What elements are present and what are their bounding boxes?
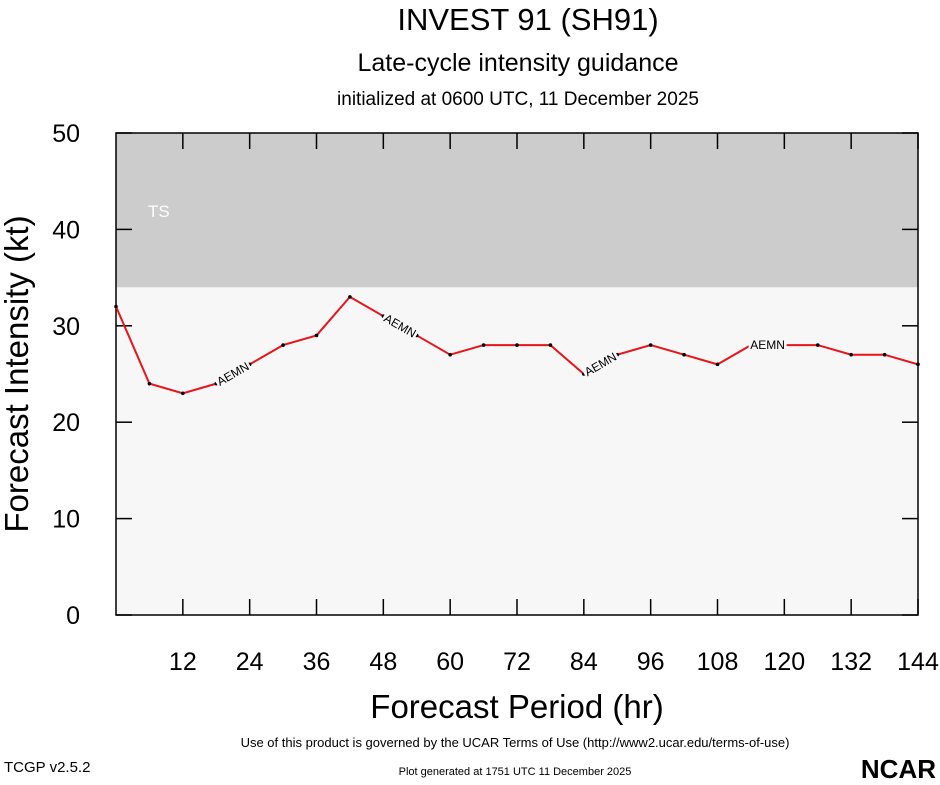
data-point	[147, 381, 152, 386]
data-point	[715, 362, 720, 367]
y-tick-label: 40	[52, 216, 80, 244]
terms-text: Use of this product is governed by the U…	[241, 735, 790, 750]
x-axis-label: Forecast Period (hr)	[370, 688, 663, 725]
x-tick-label: 72	[503, 648, 531, 676]
plot-frame	[115, 132, 919, 616]
data-point	[515, 343, 519, 347]
chart-title: INVEST 91 (SH91)	[397, 2, 658, 37]
x-tick-label: 48	[369, 648, 397, 676]
line-label-bg	[580, 348, 621, 380]
y-tick-label: 0	[66, 602, 80, 630]
x-tick-label: 144	[897, 648, 939, 676]
line-label: AEMN	[750, 338, 785, 352]
data-point	[481, 343, 486, 347]
intensity-band	[116, 133, 918, 288]
data-point	[448, 352, 452, 357]
y-tick-label: 20	[52, 409, 80, 437]
data-point	[348, 295, 352, 299]
version-text: TCGP v2.5.2	[4, 759, 90, 776]
line-label-bg	[748, 338, 787, 353]
x-tick-label: 96	[637, 648, 665, 676]
y-axis-label: Forecast Intensity (kt)	[0, 215, 35, 532]
logo: NCAR	[861, 754, 936, 780]
data-point	[114, 304, 118, 309]
band-label: TS	[148, 202, 170, 221]
data-point	[548, 343, 553, 347]
x-tick-label: 84	[570, 648, 598, 676]
data-point	[314, 333, 319, 338]
data-point	[916, 362, 920, 367]
data-point	[648, 343, 653, 347]
line-label-bg	[380, 310, 420, 342]
y-tick-label: 10	[52, 506, 80, 534]
y-tick-label: 50	[52, 120, 80, 148]
x-tick-label: 12	[169, 648, 197, 676]
x-tick-label: 36	[303, 648, 331, 676]
generated-text: Plot generated at 1751 UTC 11 December 2…	[399, 766, 632, 778]
x-tick-label: 132	[830, 648, 872, 676]
line-label-bg	[213, 358, 253, 390]
data-point	[181, 391, 185, 396]
init-text: initialized at 0600 UTC, 11 December 202…	[337, 89, 699, 110]
data-point	[849, 352, 853, 357]
data-point	[882, 352, 887, 357]
chart-subtitle: Late-cycle intensity guidance	[357, 49, 678, 77]
data-point	[682, 352, 686, 357]
x-tick-label: 24	[236, 648, 264, 676]
x-tick-label: 120	[763, 648, 805, 676]
x-tick-label: 108	[697, 648, 739, 676]
data-point	[281, 343, 285, 347]
x-tick-label: 60	[436, 648, 464, 676]
y-tick-label: 30	[52, 313, 80, 341]
data-point	[815, 343, 820, 347]
